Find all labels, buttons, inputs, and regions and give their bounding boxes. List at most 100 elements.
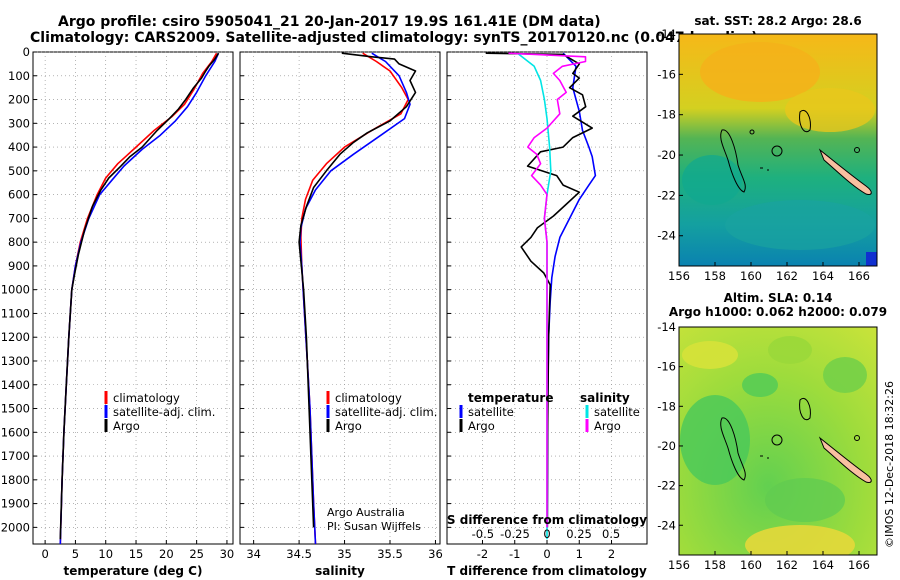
series-argo	[298, 52, 417, 528]
sst-map-title: sat. SST: 28.2 Argo: 28.6	[694, 14, 861, 28]
difference-lines	[485, 52, 597, 540]
title-line-2: Climatology: CARS2009. Satellite-adjuste…	[30, 30, 758, 46]
lon-tick-label: 160	[740, 269, 762, 283]
lon-tick-label: 164	[812, 269, 834, 283]
legend-s-argo: Argo	[594, 419, 621, 433]
s-tick-label: -0.25	[500, 527, 530, 541]
s-tick-label: -0.5	[472, 527, 494, 541]
depth-tick-label: 2000	[1, 520, 30, 534]
depth-tick-label: 1100	[1, 306, 30, 320]
series-satellite-adj-clim-	[59, 52, 220, 545]
depth-tick-label: 1000	[1, 283, 30, 297]
depth-tick-label: 400	[8, 140, 30, 154]
depth-tick-label: 1500	[1, 402, 30, 416]
lat-tick-label: -24	[657, 229, 676, 243]
lat-tick-label: -14	[657, 320, 676, 334]
series-climatology	[59, 52, 218, 545]
sst-map-frame	[678, 33, 878, 267]
t-difference-xlabel: T difference from climatology	[447, 564, 647, 578]
lat-tick-label: -24	[657, 518, 676, 532]
footer-imos: ©IMOS 12-Dec-2018 18:32:26	[883, 381, 896, 548]
x-tick-label: 5	[72, 547, 79, 561]
depth-tick-label: 700	[8, 211, 30, 225]
legend-climatology: climatology	[335, 391, 402, 405]
legend-argo: Argo	[335, 419, 362, 433]
sla-map-image	[679, 327, 877, 555]
lat-tick-label: -18	[657, 399, 676, 413]
depth-tick-label: 800	[8, 235, 30, 249]
temperature-xticks: 0 5 10 15 20 25 30	[41, 547, 234, 561]
sla-map: Altim. SLA: 0.14 Argo h1000: 0.062 h2000…	[657, 291, 887, 572]
temperature-xlabel: temperature (deg C)	[64, 564, 203, 578]
depth-tick-label: 1200	[1, 330, 30, 344]
sst-map: sat. SST: 28.2 Argo: 28.6 -14 -16 -18 -20 -2…	[657, 14, 878, 283]
depth-tick-label: 1700	[1, 449, 30, 463]
x-tick-label: 30	[220, 547, 235, 561]
x-tick-label: 1	[576, 547, 583, 561]
salinity-grid	[240, 51, 440, 544]
lon-tick-label: 162	[776, 558, 798, 572]
s-tick-label: 0.25	[566, 527, 592, 541]
sst-map-image	[679, 34, 877, 266]
x-tick-label: 35.5	[377, 547, 403, 561]
lat-tick-label: -20	[657, 148, 676, 162]
lon-tick-label: 160	[740, 558, 762, 572]
temperature-legend: climatology satellite-adj. clim. Argo	[104, 391, 215, 433]
lon-tick-label: 156	[668, 269, 690, 283]
lon-tick-label: 166	[848, 558, 870, 572]
salinity-panel: 34 34.5 35 35.5 36 salinity climatology sate…	[239, 51, 443, 578]
depth-tick-label: 300	[8, 116, 30, 130]
salinity-frame	[239, 51, 441, 545]
sla-map-ticks: -14 -16 -18 -20 -22 -24 156 158 160 162 164 166	[657, 320, 870, 572]
lon-tick-label: 158	[704, 558, 726, 572]
depth-axis: 0 100 200 300 400 500 600 700 800 900 1000 1100 1200…	[1, 45, 30, 534]
lon-tick-label: 156	[668, 558, 690, 572]
temperature-lines	[59, 52, 220, 545]
lat-tick-label: -20	[657, 439, 676, 453]
depth-tick-label: 1300	[1, 354, 30, 368]
s-difference-ticks: -0.5 -0.25 0 0.25 0.5	[472, 527, 621, 541]
depth-tick-label: 500	[8, 164, 30, 178]
depth-tick-label: 600	[8, 188, 30, 202]
credit-pi: PI: Susan Wijffels	[327, 520, 421, 533]
lon-tick-label: 158	[704, 269, 726, 283]
depth-tick-label: 0	[23, 45, 30, 59]
s-tick-label: 0.5	[602, 527, 620, 541]
x-tick-label: 36	[428, 547, 443, 561]
sst-map-ticks: -14 -16 -18 -20 -22 -24 156 158 160 162 164 166	[657, 27, 870, 283]
sla-map-title-2: Argo h1000: 0.062 h2000: 0.079	[669, 305, 887, 319]
credit-argo-australia: Argo Australia	[327, 506, 405, 519]
salinity-lines	[298, 52, 417, 545]
sla-map-frame	[678, 326, 878, 556]
lon-tick-label: 166	[848, 269, 870, 283]
lon-tick-label: 162	[776, 269, 798, 283]
lon-tick-label: 164	[812, 558, 834, 572]
series-satellite-adj-clim-	[299, 52, 411, 545]
difference-xticks: -2 -1 0 1 2	[477, 547, 615, 561]
depth-tick-label: 900	[8, 259, 30, 273]
x-tick-label: 10	[98, 547, 113, 561]
legend-s-satellite: satellite	[594, 405, 640, 419]
lat-tick-label: -14	[657, 27, 676, 41]
series-argo	[59, 52, 220, 540]
x-tick-label: 15	[129, 547, 144, 561]
x-tick-label: 34.5	[286, 547, 312, 561]
x-tick-label: 0	[543, 547, 550, 561]
difference-panel: -2 -1 0 1 2 -0.5 -0.25 0 0.25 0.5 T difference f…	[446, 51, 648, 578]
lat-tick-label: -22	[657, 479, 676, 493]
x-tick-label: 20	[159, 547, 174, 561]
lat-tick-label: -18	[657, 108, 676, 122]
depth-tick-label: 100	[8, 69, 30, 83]
x-tick-label: 34	[246, 547, 261, 561]
sla-map-title-1: Altim. SLA: 0.14	[724, 291, 833, 305]
title-line-1: Argo profile: csiro 5905041_21 20-Jan-20…	[58, 14, 601, 30]
s-difference-label: S difference from climatology	[447, 513, 647, 527]
x-tick-label: -1	[509, 547, 520, 561]
lat-tick-label: -22	[657, 188, 676, 202]
series-salinity-argo	[508, 52, 587, 528]
legend-argo: Argo	[113, 419, 140, 433]
difference-legend: temperature satellite Argo salinity sate…	[459, 391, 640, 433]
lat-tick-label: -16	[657, 67, 676, 81]
legend-t-satellite: satellite	[468, 405, 514, 419]
series-salinity-satellite	[517, 52, 552, 540]
